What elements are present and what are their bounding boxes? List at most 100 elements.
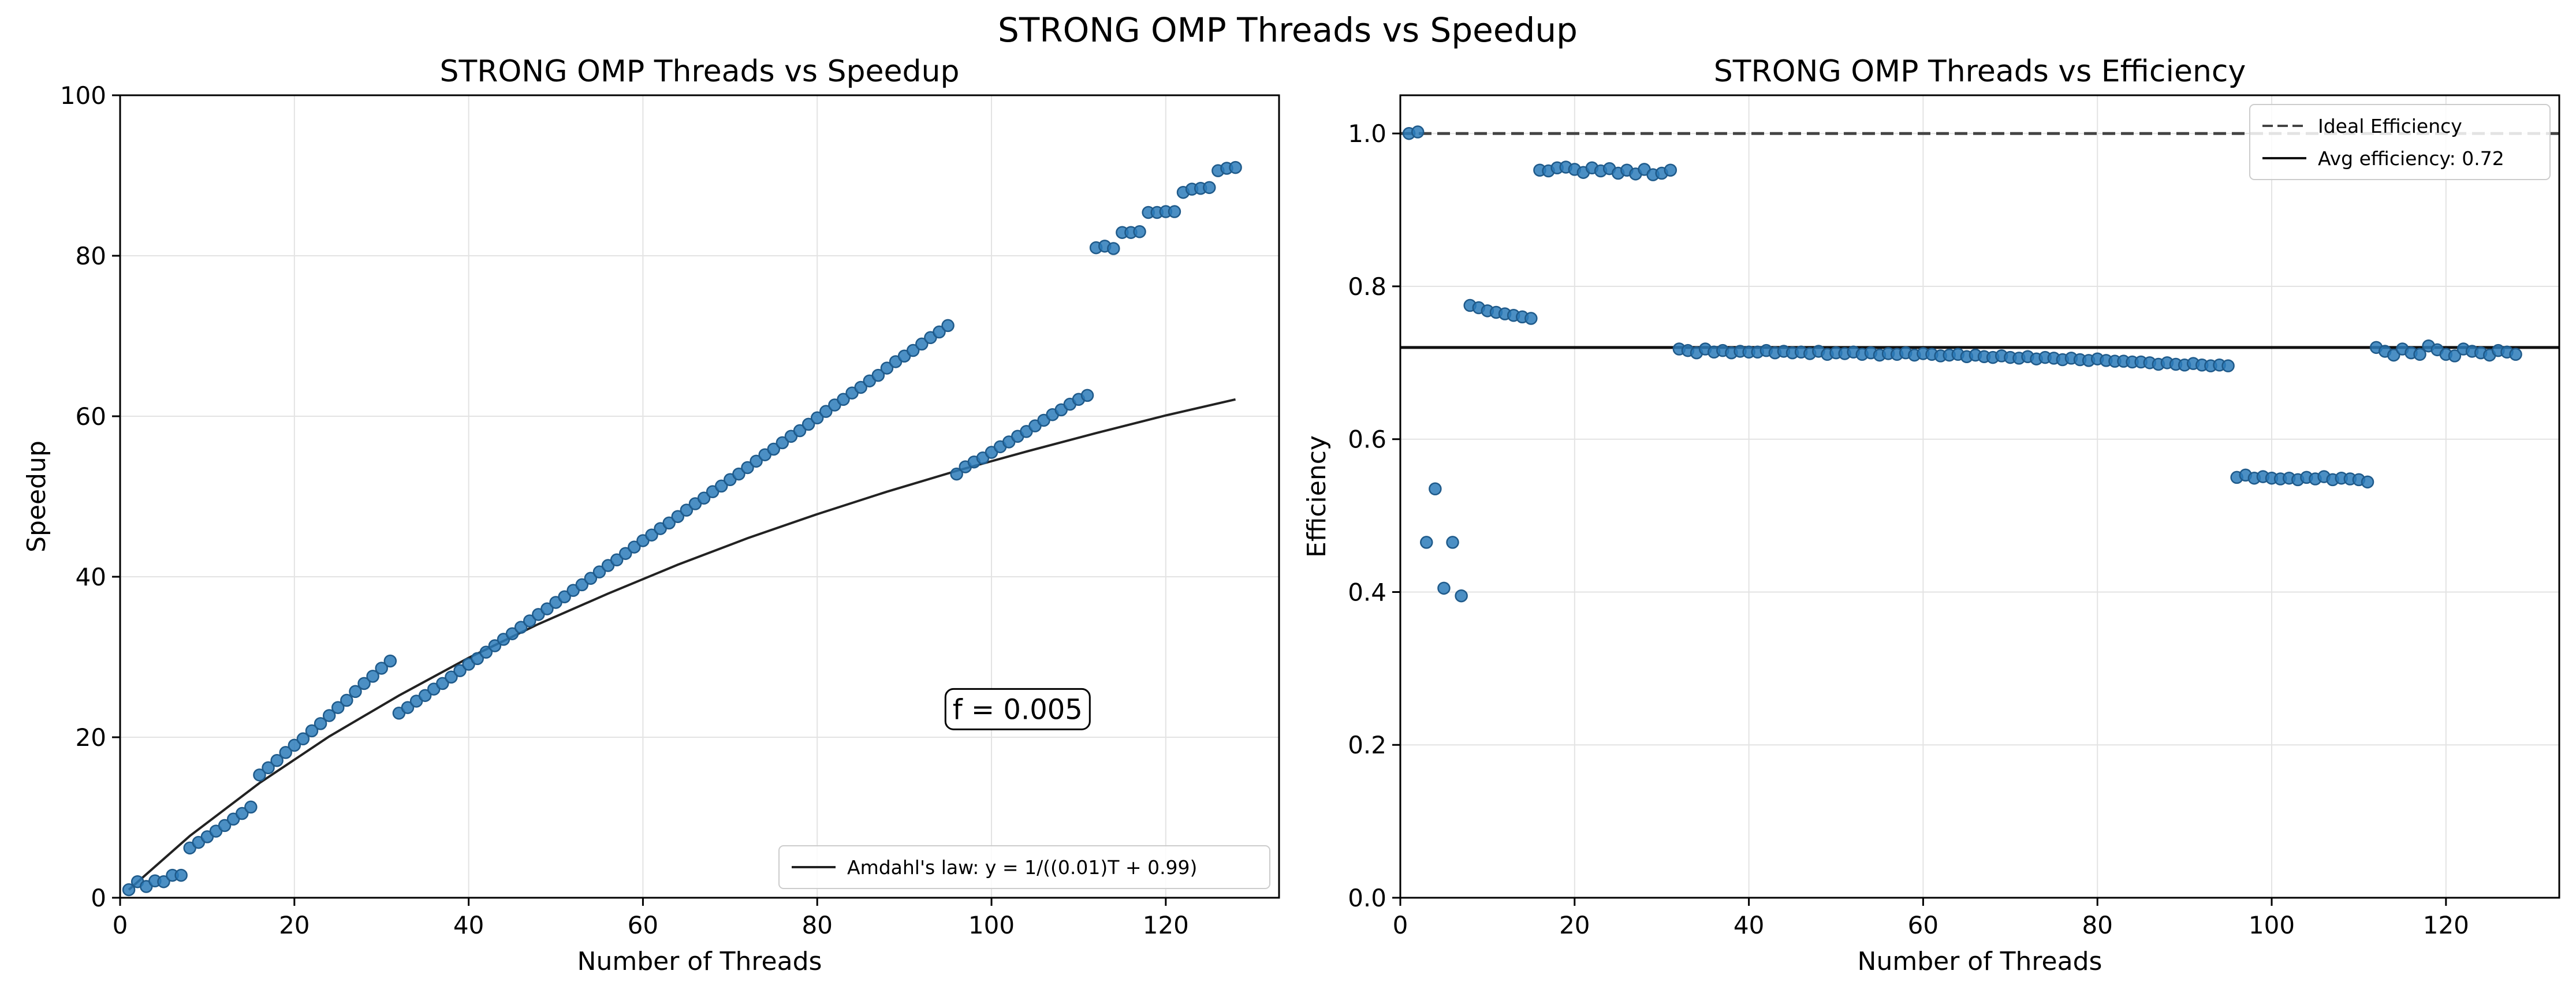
data-point [662,516,676,530]
data-point [2413,348,2426,361]
legend-entry: Amdahl's law: y = 1/((0.01)T + 0.99) [847,856,1197,879]
data-point [523,614,536,628]
data-point [331,701,345,714]
data-point [793,424,807,438]
data-point [558,590,571,603]
data-point [1524,312,1538,325]
data-point [819,405,833,418]
y-tick-label: 0.6 [1348,425,1386,454]
data-point [801,417,815,431]
data-point [514,621,528,634]
data-point [174,868,188,882]
data-point [767,442,781,456]
data-point [941,319,955,333]
x-tick-label: 20 [279,911,310,939]
data-point [1664,163,1677,177]
data-point [366,670,379,683]
x-tick-label: 0 [113,911,128,939]
speedup-x-axis-label: Number of Threads [577,947,822,976]
data-point [2448,349,2462,363]
speedup-points [122,160,1242,897]
data-point [1455,589,1468,603]
data-point [1080,389,1094,402]
data-point [418,689,432,702]
data-point [1446,536,1459,549]
data-point [436,677,449,690]
legend-entry: Ideal Efficiency [2318,115,2462,137]
data-point [244,800,258,814]
data-point [2387,348,2400,362]
data-point [1107,242,1120,255]
data-point [680,503,694,517]
x-tick-label: 40 [453,911,484,939]
amdahl-fit-line [128,398,1236,891]
data-point [279,746,292,759]
speedup-f-annotation: f = 0.005 [944,688,1091,730]
x-tick-label: 80 [2082,911,2112,939]
annotation-box [944,688,1091,730]
data-point [906,344,920,357]
data-point [810,411,824,425]
x-tick-label: 20 [1559,911,1590,939]
data-point [610,553,624,567]
data-point [262,761,275,775]
data-point [314,717,327,730]
data-point [505,627,519,640]
data-point [915,337,929,351]
data-point [950,467,963,481]
data-point [628,540,641,554]
data-point [584,572,598,585]
efficiency-chart: 0 20 40 60 80 100 120 0.0 0.2 0.4 0.6 0.8 1.0 STRONG… [1302,54,2560,976]
data-point [349,685,362,699]
data-point [2221,359,2235,372]
data-point [340,693,353,707]
y-tick-label: 20 [76,723,106,752]
efficiency-x-axis-label: Number of Threads [1858,947,2102,976]
data-point [2509,348,2522,361]
speedup-chart: 0 20 40 60 80 100 120 0 20 40 60 80 100 STRONG OMP T… [22,54,1280,976]
data-point [592,565,606,578]
data-point [854,380,867,394]
data-point [933,325,946,339]
speedup-plot-frame [119,94,1280,899]
x-tick-label: 60 [1908,911,1938,939]
x-tick-label: 40 [1734,911,1764,939]
data-point [479,645,493,659]
x-tick-label: 120 [2423,911,2469,939]
speedup-chart-title: STRONG OMP Threads vs Speedup [439,54,959,89]
data-point [1420,536,1433,549]
efficiency-points [1402,125,2522,603]
data-point [732,467,745,481]
data-point [270,754,284,767]
data-point [357,677,371,690]
legend-box [778,845,1270,889]
data-point [645,528,658,542]
y-tick-label: 1.0 [1348,120,1386,148]
data-point [697,491,711,505]
x-tick-label: 100 [2249,911,2295,939]
y-tick-label: 60 [76,402,106,431]
data-point [2361,475,2374,489]
speedup-y-axis-label: Speedup [22,440,51,553]
data-point [253,768,266,782]
y-tick-label: 80 [76,242,106,270]
data-point [575,578,589,592]
data-point [453,664,467,677]
efficiency-y-axis-label: Efficiency [1302,435,1332,558]
speedup-legend: Amdahl's law: y = 1/((0.01)T + 0.99) [778,845,1270,889]
data-point [750,454,763,468]
data-point [618,547,632,560]
x-tick-label: 120 [1143,911,1189,939]
data-point [714,479,728,493]
data-point [1203,181,1216,195]
y-tick-label: 0.2 [1348,731,1386,759]
data-point [741,461,754,475]
efficiency-plot-frame [1399,94,2560,899]
data-point [880,361,894,375]
y-tick-label: 0.8 [1348,272,1386,301]
efficiency-ticks: 0 20 40 60 80 100 120 0.0 0.2 0.4 0.6 0.8 1.0 [1348,120,2469,939]
legend-entry: Avg efficiency: 0.72 [2318,147,2504,170]
annotation-text: f = 0.005 [953,693,1083,726]
data-point [540,602,554,615]
